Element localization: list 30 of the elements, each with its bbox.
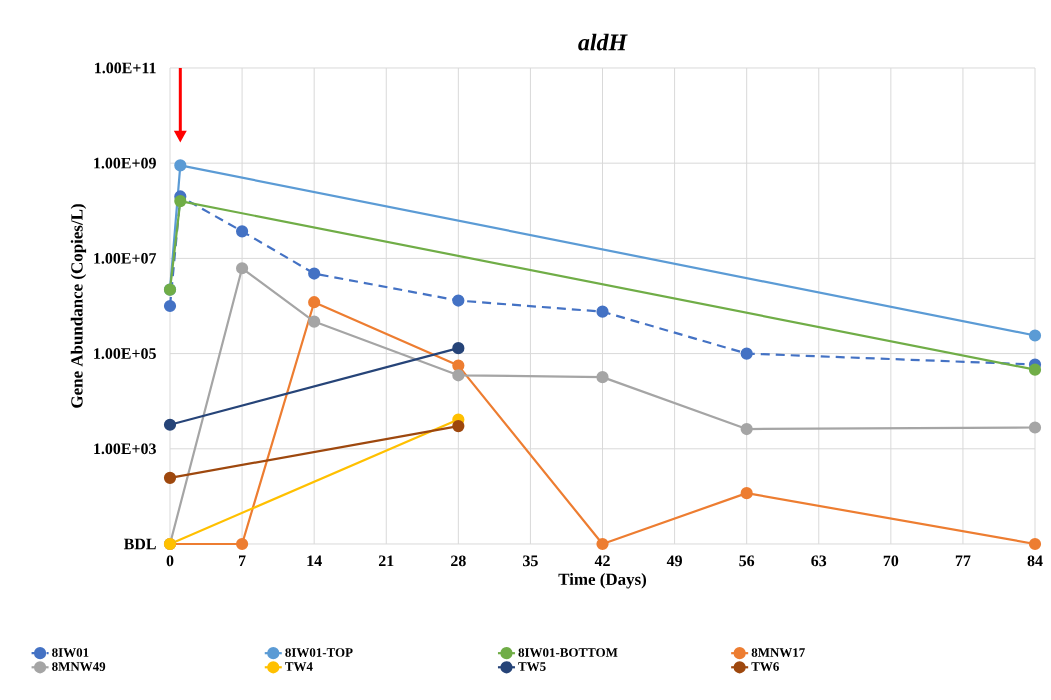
x-tick-label: 14: [307, 555, 322, 567]
x-axis-title: Time (Days): [558, 573, 647, 589]
legend-label: 8MNW49: [52, 662, 106, 672]
y-tick-label: 1.00E+05: [94, 348, 156, 359]
y-tick-label: 1.00E+11: [95, 62, 156, 74]
legend-label: TW6: [751, 662, 779, 672]
legend-label: 8IW01-BOTTOM: [518, 648, 618, 657]
x-tick-label: 0: [166, 555, 174, 567]
x-tick-label: 49: [666, 555, 682, 567]
legend-label: 8IW01: [52, 648, 89, 657]
y-axis-title: Gene Abundance (Copies/L): [70, 204, 87, 408]
x-tick-label: 77: [955, 555, 971, 566]
x-tick-label: 63: [811, 555, 827, 567]
chart-title: aldH: [578, 33, 628, 51]
x-tick-label: 7: [239, 555, 246, 566]
legend-label: TW5: [518, 662, 546, 671]
legend-label: 8MNW17: [751, 648, 805, 657]
y-tick-label: 1.00E+03: [94, 443, 156, 455]
y-tick-label: 1.00E+07: [94, 252, 157, 264]
x-tick-label: 70: [883, 555, 899, 567]
x-tick-label: 35: [523, 555, 538, 567]
legend-label: 8IW01-TOP: [285, 648, 353, 657]
x-tick-label: 21: [378, 555, 394, 567]
x-tick-label: 56: [739, 555, 755, 567]
x-tick-label: 42: [594, 555, 610, 567]
legend-label: TW4: [285, 662, 313, 671]
y-tick-label: 1.00E+09: [94, 157, 156, 169]
x-tick-label: 28: [451, 555, 466, 567]
y-tick-label: BDL: [123, 538, 156, 550]
x-tick-label: 84: [1027, 555, 1043, 567]
